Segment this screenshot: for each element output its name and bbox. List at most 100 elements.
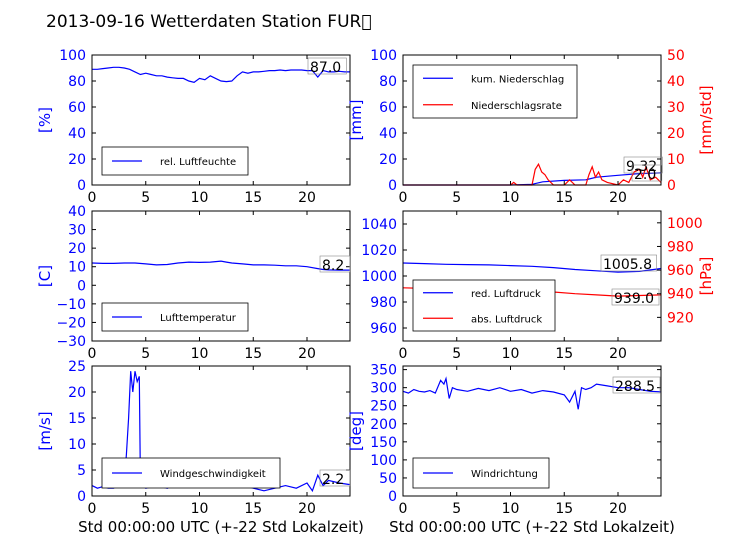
y2-tick-label: 50	[667, 48, 685, 64]
y-tick-label: −10	[56, 297, 86, 313]
y-axis-label: [%]	[36, 107, 54, 133]
legend-entry: kum. Niederschlag	[471, 74, 564, 85]
legend-entry: red. Luftdruck	[471, 289, 541, 300]
y-tick-label: 960	[370, 321, 397, 337]
y-tick-label: −20	[56, 315, 86, 331]
last-value-annotation: 939.0	[614, 291, 654, 307]
y-tick-label: 100	[370, 48, 397, 64]
legend-entry: Lufttemperatur	[160, 313, 237, 324]
last-value-annotation: 8.2	[322, 258, 344, 274]
x-tick-label: 15	[555, 501, 573, 517]
x-tick-label: 5	[141, 190, 150, 206]
series-line-humidity-0	[92, 66, 350, 83]
x-tick-label: 20	[298, 190, 316, 206]
y-tick-label: 10	[68, 437, 86, 453]
y-tick-label: 980	[370, 295, 397, 311]
y-tick-label: 0	[388, 489, 397, 505]
figure-title: 2013-09-16 Wetterdaten Station FUR 	[46, 12, 372, 32]
legend-box	[412, 64, 578, 119]
last-value-annotation: 2.0	[634, 167, 656, 183]
y-tick-label: 15	[68, 411, 86, 427]
y-axis-label: [C]	[36, 265, 54, 287]
x-tick-label: 5	[141, 501, 150, 517]
y-tick-label: 20	[379, 152, 397, 168]
y-tick-label: 100	[370, 453, 397, 469]
last-value-annotation: 1005.8	[603, 257, 652, 273]
x-tick-label: 0	[399, 346, 408, 362]
y-tick-label: 60	[379, 100, 397, 116]
x-tick-label: 0	[88, 501, 97, 517]
x-tick-label: 5	[452, 190, 461, 206]
x-tick-label: 10	[502, 501, 520, 517]
y-tick-label: 10	[68, 260, 86, 276]
y-tick-label: 1040	[361, 217, 397, 233]
x-tick-label: 10	[502, 190, 520, 206]
y2-tick-label: 20	[667, 126, 685, 142]
x-tick-label: 20	[298, 501, 316, 517]
legend-entry: abs. Luftdruck	[471, 314, 542, 325]
y-tick-label: 80	[68, 74, 86, 90]
x-tick-label: 10	[502, 346, 520, 362]
y-axis-label: [deg]	[347, 411, 365, 451]
y2-axis-label: [hPa]	[697, 257, 715, 296]
y-tick-label: 20	[68, 152, 86, 168]
legend-entry: Windgeschwindigkeit	[160, 469, 266, 480]
x-tick-label: 0	[88, 346, 97, 362]
last-value-annotation: 288.5	[615, 379, 655, 395]
y-tick-label: 100	[59, 48, 86, 64]
series-line-precip-1	[403, 162, 662, 186]
x-tick-label: 20	[609, 346, 627, 362]
x-tick-label: 10	[191, 190, 209, 206]
panel-precipitation: 0 5 10 15 20 0 20 40 60 80 100 0 10 20 30 40 50 [mm] [mm/s…	[347, 48, 715, 206]
last-value-annotation: 2.2	[322, 472, 344, 488]
x-tick-label: 5	[141, 346, 150, 362]
y2-tick-label: 980	[667, 239, 694, 255]
y-tick-label: 40	[379, 126, 397, 142]
y-tick-label: 50	[379, 471, 397, 487]
y-tick-label: −30	[56, 334, 86, 350]
x-axis-label-right: Std 00:00:00 UTC (+-22 Std Lokalzeit)	[389, 518, 675, 536]
legend-entry: Niederschlagsrate	[471, 101, 562, 112]
series-line-pressure-0	[402, 262, 662, 273]
y-tick-label: 20	[68, 385, 86, 401]
legend-box	[101, 146, 249, 176]
x-tick-label: 5	[452, 346, 461, 362]
x-tick-label: 15	[244, 190, 262, 206]
x-tick-label: 0	[399, 501, 408, 517]
x-tick-label: 15	[244, 501, 262, 517]
y-tick-label: 0	[388, 178, 397, 194]
panel-humidity: 0 5 10 15 20 0 20 40 60 80 100 [%] rel. Luftfeuchte 8…	[36, 48, 351, 206]
y2-tick-label: 960	[667, 263, 694, 279]
x-tick-label: 0	[399, 190, 408, 206]
y2-tick-label: 920	[667, 310, 694, 326]
x-axis-label-left: Std 00:00:00 UTC (+-22 Std Lokalzeit)	[78, 518, 364, 536]
y-tick-label: 0	[77, 489, 86, 505]
x-tick-label: 15	[244, 346, 262, 362]
panel-pressure: 0 5 10 15 20 960 980 1000 1020 1040 920 940 960 980 10…	[361, 210, 715, 362]
y2-tick-label: 10	[667, 152, 685, 168]
last-value-annotation: 87.0	[310, 60, 341, 76]
panel-temperature: 0 5 10 15 20 −30 −20 −10 0 10 20 30 40 [C] Lufttempera…	[36, 204, 351, 362]
legend-box	[412, 279, 556, 332]
y-axis-label: [m/s]	[36, 411, 54, 450]
y2-tick-label: 30	[667, 100, 685, 116]
x-tick-label: 20	[298, 346, 316, 362]
last-value-annotation: 9.32	[626, 159, 657, 175]
x-tick-label: 20	[609, 501, 627, 517]
y-tick-label: 20	[68, 241, 86, 257]
y-tick-label: 150	[370, 435, 397, 451]
panel-winddirection: 0 5 10 15 20050100150200250300350[deg]Windri…	[347, 363, 662, 517]
y-tick-label: 200	[370, 417, 397, 433]
x-tick-label: 15	[555, 190, 573, 206]
y-tick-label: 0	[77, 278, 86, 294]
y2-tick-label: 940	[667, 287, 694, 303]
x-tick-label: 5	[452, 501, 461, 517]
y-tick-label: 80	[379, 74, 397, 90]
y-tick-label: 350	[370, 363, 397, 379]
y-tick-label: 250	[370, 399, 397, 415]
x-tick-label: 20	[609, 190, 627, 206]
y-tick-label: 40	[68, 204, 86, 220]
y-tick-label: 1020	[361, 243, 397, 259]
legend-entry: Windrichtung	[471, 469, 538, 480]
